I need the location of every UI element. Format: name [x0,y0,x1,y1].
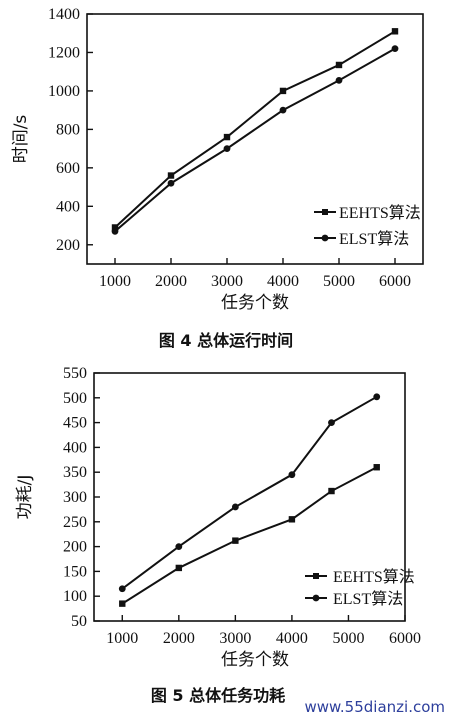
data-point-circle [111,227,119,235]
data-point-circle [223,145,231,153]
data-point-square [288,516,296,523]
x-tick-label: 6000 [379,273,411,290]
y-tick-label: 350 [63,464,87,481]
y-tick-label: 800 [56,121,80,138]
data-point-square [223,133,231,141]
y-tick-label: 1400 [48,6,80,23]
data-point-circle [328,419,335,426]
data-point-circle [279,106,287,114]
legend-label-eehts: EEHTS算法 [333,567,415,586]
legend: EEHTS算法 ELST算法 [314,203,421,248]
y-axis-label: 功耗/J [15,475,35,520]
x-tick-label: 3000 [219,630,251,647]
y-tick-label: 400 [56,198,80,215]
x-tick-label: 1000 [106,630,138,647]
y-tick-label: 250 [63,514,87,531]
x-tick-label: 4000 [276,630,308,647]
y-tick-label: 200 [56,237,80,254]
data-point-circle [175,543,183,550]
data-point-square [391,28,399,35]
y-tick-label: 200 [63,539,87,556]
legend-marker-circle [312,594,320,602]
data-point-square [232,537,239,544]
y-tick-label: 550 [63,365,87,382]
data-point-square [119,600,126,607]
data-point-circle [167,179,175,187]
legend-marker-square [322,209,328,215]
chart-runtime: 200 400 600 800 1000 1200 1400 1000 2000 3000 400… [11,6,424,350]
figure-caption: 图 5 总体任务功耗 [151,686,285,705]
series-group [111,28,399,235]
series-group [118,393,381,607]
x-axis-ticks: 1000 2000 3000 4000 5000 6000 [99,258,411,290]
plot-frame [86,13,424,265]
data-point-circle [231,503,239,511]
y-tick-label: 1200 [48,44,80,61]
series-line-eehts [121,466,378,605]
y-tick-label: 450 [63,415,87,432]
data-point-circle [373,393,381,401]
watermark: www.55dianzi.com [304,698,445,716]
x-tick-label: 3000 [211,273,243,290]
data-point-circle [118,585,126,593]
y-axis-ticks: 50 100 150 200 250 300 350 400 450 500 550 [63,365,100,630]
legend-label-eehts: EEHTS算法 [339,203,421,222]
series-line-elst [121,395,378,590]
data-point-square [111,224,119,231]
y-tick-label: 600 [56,160,80,177]
y-tick-label: 500 [63,390,87,407]
series-line-elst [114,47,396,233]
data-point-square [175,564,183,572]
legend-label-elst: ELST算法 [339,229,409,248]
x-axis-label: 任务个数 [221,293,289,313]
data-point-square [279,87,287,95]
legend-marker-circle [321,234,329,242]
x-tick-label: 6000 [389,630,421,647]
y-tick-label: 150 [63,563,87,580]
data-point-square [335,61,343,69]
y-tick-label: 100 [63,588,87,605]
legend-marker-square [313,573,319,579]
x-tick-label: 5000 [323,273,355,290]
x-tick-label: 4000 [267,273,299,290]
x-axis-label: 任务个数 [221,650,289,670]
data-point-circle [335,76,343,84]
data-point-circle [288,471,296,479]
x-tick-label: 5000 [332,630,364,647]
x-tick-label: 2000 [155,273,187,290]
y-tick-label: 1000 [48,83,80,100]
y-axis-ticks: 200 400 600 800 1000 1200 1400 [48,6,93,254]
x-axis-ticks: 1000 2000 3000 4000 5000 6000 [106,615,421,647]
legend: EEHTS算法 ELST算法 [305,567,415,608]
y-tick-label: 50 [71,613,87,630]
x-tick-label: 2000 [163,630,195,647]
data-point-square [328,487,335,495]
x-tick-label: 1000 [99,273,131,290]
y-tick-label: 400 [63,439,87,456]
series-line-eehts [114,30,396,229]
data-point-square [373,464,380,471]
y-tick-label: 300 [63,489,87,506]
legend-label-elst: ELST算法 [333,589,403,608]
data-point-circle [391,45,399,53]
y-axis-label: 时间/s [11,115,31,164]
figure-caption: 图 4 总体运行时间 [159,331,293,350]
chart-energy: 50 100 150 200 250 300 350 400 450 500 550 1000 200… [15,365,421,705]
data-point-square [167,172,175,179]
